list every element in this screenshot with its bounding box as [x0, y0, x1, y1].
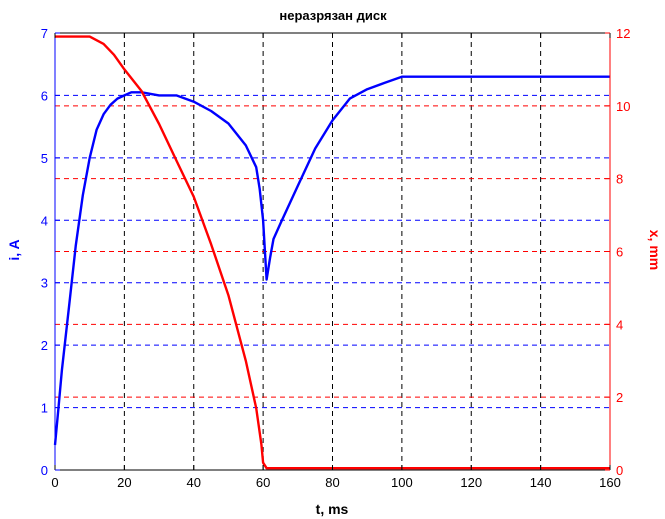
chart-title: неразрязан диск: [279, 8, 387, 23]
current-series-line: [53, 75, 610, 446]
y-right-tick-label: 8: [616, 172, 623, 187]
y-left-tick-label: 4: [41, 213, 48, 228]
y-left-tick-label: 5: [41, 151, 48, 166]
x-tick-label: 100: [391, 475, 413, 490]
y-left-tick-label: 1: [41, 401, 48, 416]
x-tick-label: 20: [117, 475, 131, 490]
y-left-tick-label: 6: [41, 88, 48, 103]
y-right-tick-label: 12: [616, 26, 630, 41]
y-left-tick-label: 0: [41, 463, 48, 478]
x-tick-label: 120: [460, 475, 482, 490]
position-series-line: [55, 35, 610, 470]
series-group: [53, 35, 610, 470]
y-left-tick-label: 3: [41, 276, 48, 291]
y-axis-left-label: i, A: [6, 239, 22, 260]
y-left-tick-label: 2: [41, 338, 48, 353]
x-tick-label: 40: [187, 475, 201, 490]
y-right-tick-label: 4: [616, 317, 623, 332]
x-tick-label: 140: [530, 475, 552, 490]
grid-lines: [55, 33, 610, 470]
y-right-tick-label: 10: [616, 99, 630, 114]
x-tick-label: 160: [599, 475, 621, 490]
x-tick-label: 60: [256, 475, 270, 490]
y-right-tick-label: 0: [616, 463, 623, 478]
y-axis-right-label: x, mm: [647, 230, 663, 270]
x-tick-label: 0: [51, 475, 58, 490]
x-tick-label: 80: [325, 475, 339, 490]
x-axis-label: t, ms: [316, 501, 349, 517]
y-left-tick-label: 7: [41, 26, 48, 41]
y-right-tick-label: 6: [616, 245, 623, 260]
y-right-tick-label: 2: [616, 390, 623, 405]
